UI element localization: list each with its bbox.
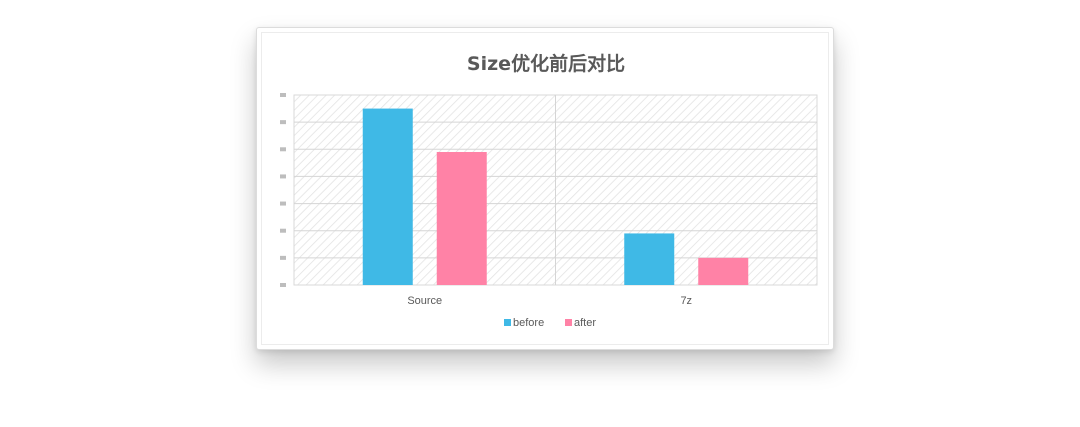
- y-tick-mark: [280, 120, 286, 125]
- y-tick-mark: [280, 228, 286, 233]
- y-tick-mark: [280, 174, 286, 179]
- legend-label-before: before: [513, 317, 544, 329]
- bar-after-source: [436, 152, 487, 285]
- x-axis: Source 7z: [407, 295, 692, 307]
- legend: before after: [504, 317, 596, 329]
- category-label: Source: [407, 295, 442, 307]
- y-tick-mark: [280, 283, 286, 287]
- y-tick-mark: [280, 201, 286, 206]
- y-tick-mark: [280, 93, 286, 97]
- legend-swatch-after: [565, 319, 572, 326]
- chart-frame: [261, 32, 829, 345]
- y-axis: [280, 93, 286, 287]
- category-label: 7z: [680, 295, 692, 307]
- bars: [362, 108, 749, 285]
- bar-before-source: [362, 108, 413, 285]
- chart-card: Size优化前后对比 Source 7z before after: [256, 27, 834, 350]
- legend-swatch-before: [504, 319, 511, 326]
- bar-before-7z: [624, 233, 675, 285]
- legend-label-after: after: [574, 317, 596, 329]
- bar-after-7z: [698, 257, 749, 285]
- y-tick-mark: [280, 255, 286, 260]
- y-tick-mark: [280, 147, 286, 152]
- chart-title: Size优化前后对比: [467, 52, 625, 75]
- bar-chart: Size优化前后对比 Source 7z before after: [280, 52, 818, 329]
